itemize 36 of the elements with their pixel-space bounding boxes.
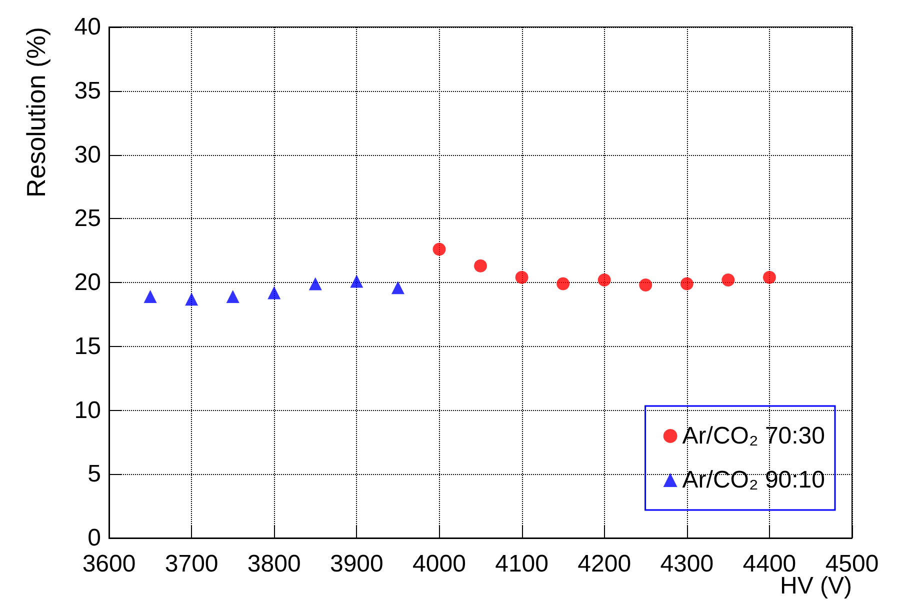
point [185, 292, 198, 306]
y-tick-label: 20 [74, 269, 101, 296]
point [639, 278, 652, 292]
point [308, 277, 322, 290]
x-tick-label: 3800 [247, 550, 301, 578]
point [722, 273, 735, 286]
point [515, 270, 528, 284]
legend-label: Ar/CO₂ 70:30 [682, 422, 826, 450]
x-tick-label: 4000 [412, 550, 466, 578]
x-tick-label: 3700 [164, 550, 218, 578]
y-tick-label: 25 [74, 205, 101, 232]
point [474, 259, 487, 272]
point [268, 286, 281, 300]
point [391, 281, 404, 294]
y-tick-label: 5 [88, 460, 101, 488]
point [144, 290, 157, 304]
x-tick-label: 4200 [578, 550, 632, 578]
x-tick-label: 4300 [660, 550, 714, 578]
x-tick-label: 3600 [82, 550, 136, 578]
y-tick-label: 0 [88, 524, 101, 552]
point [598, 273, 611, 286]
point [680, 277, 694, 290]
x-tick-label: 3900 [330, 550, 384, 578]
point [556, 277, 570, 290]
y-tick-label: 30 [74, 141, 101, 168]
point [762, 270, 776, 284]
y-tick-label: 35 [74, 77, 101, 104]
point [350, 274, 364, 288]
y-axis-title: Resolution (%) [21, 27, 51, 198]
point [226, 290, 240, 304]
y-tick-label: 15 [74, 332, 101, 360]
legend-label: Ar/CO₂ 90:10 [682, 466, 826, 494]
y-tick-label: 40 [74, 14, 101, 40]
y-tick-label: 10 [74, 396, 101, 424]
x-tick-label: 4100 [495, 550, 548, 578]
point [432, 242, 446, 256]
